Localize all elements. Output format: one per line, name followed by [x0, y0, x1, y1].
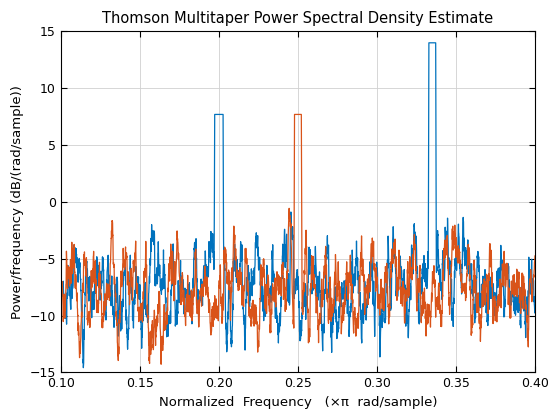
Title: Thomson Multitaper Power Spectral Density Estimate: Thomson Multitaper Power Spectral Densit…: [102, 11, 493, 26]
X-axis label: Normalized  Frequency   (×π  rad/sample): Normalized Frequency (×π rad/sample): [158, 396, 437, 409]
Y-axis label: Power/frequency (dB/(rad/sample)): Power/frequency (dB/(rad/sample)): [11, 85, 24, 319]
